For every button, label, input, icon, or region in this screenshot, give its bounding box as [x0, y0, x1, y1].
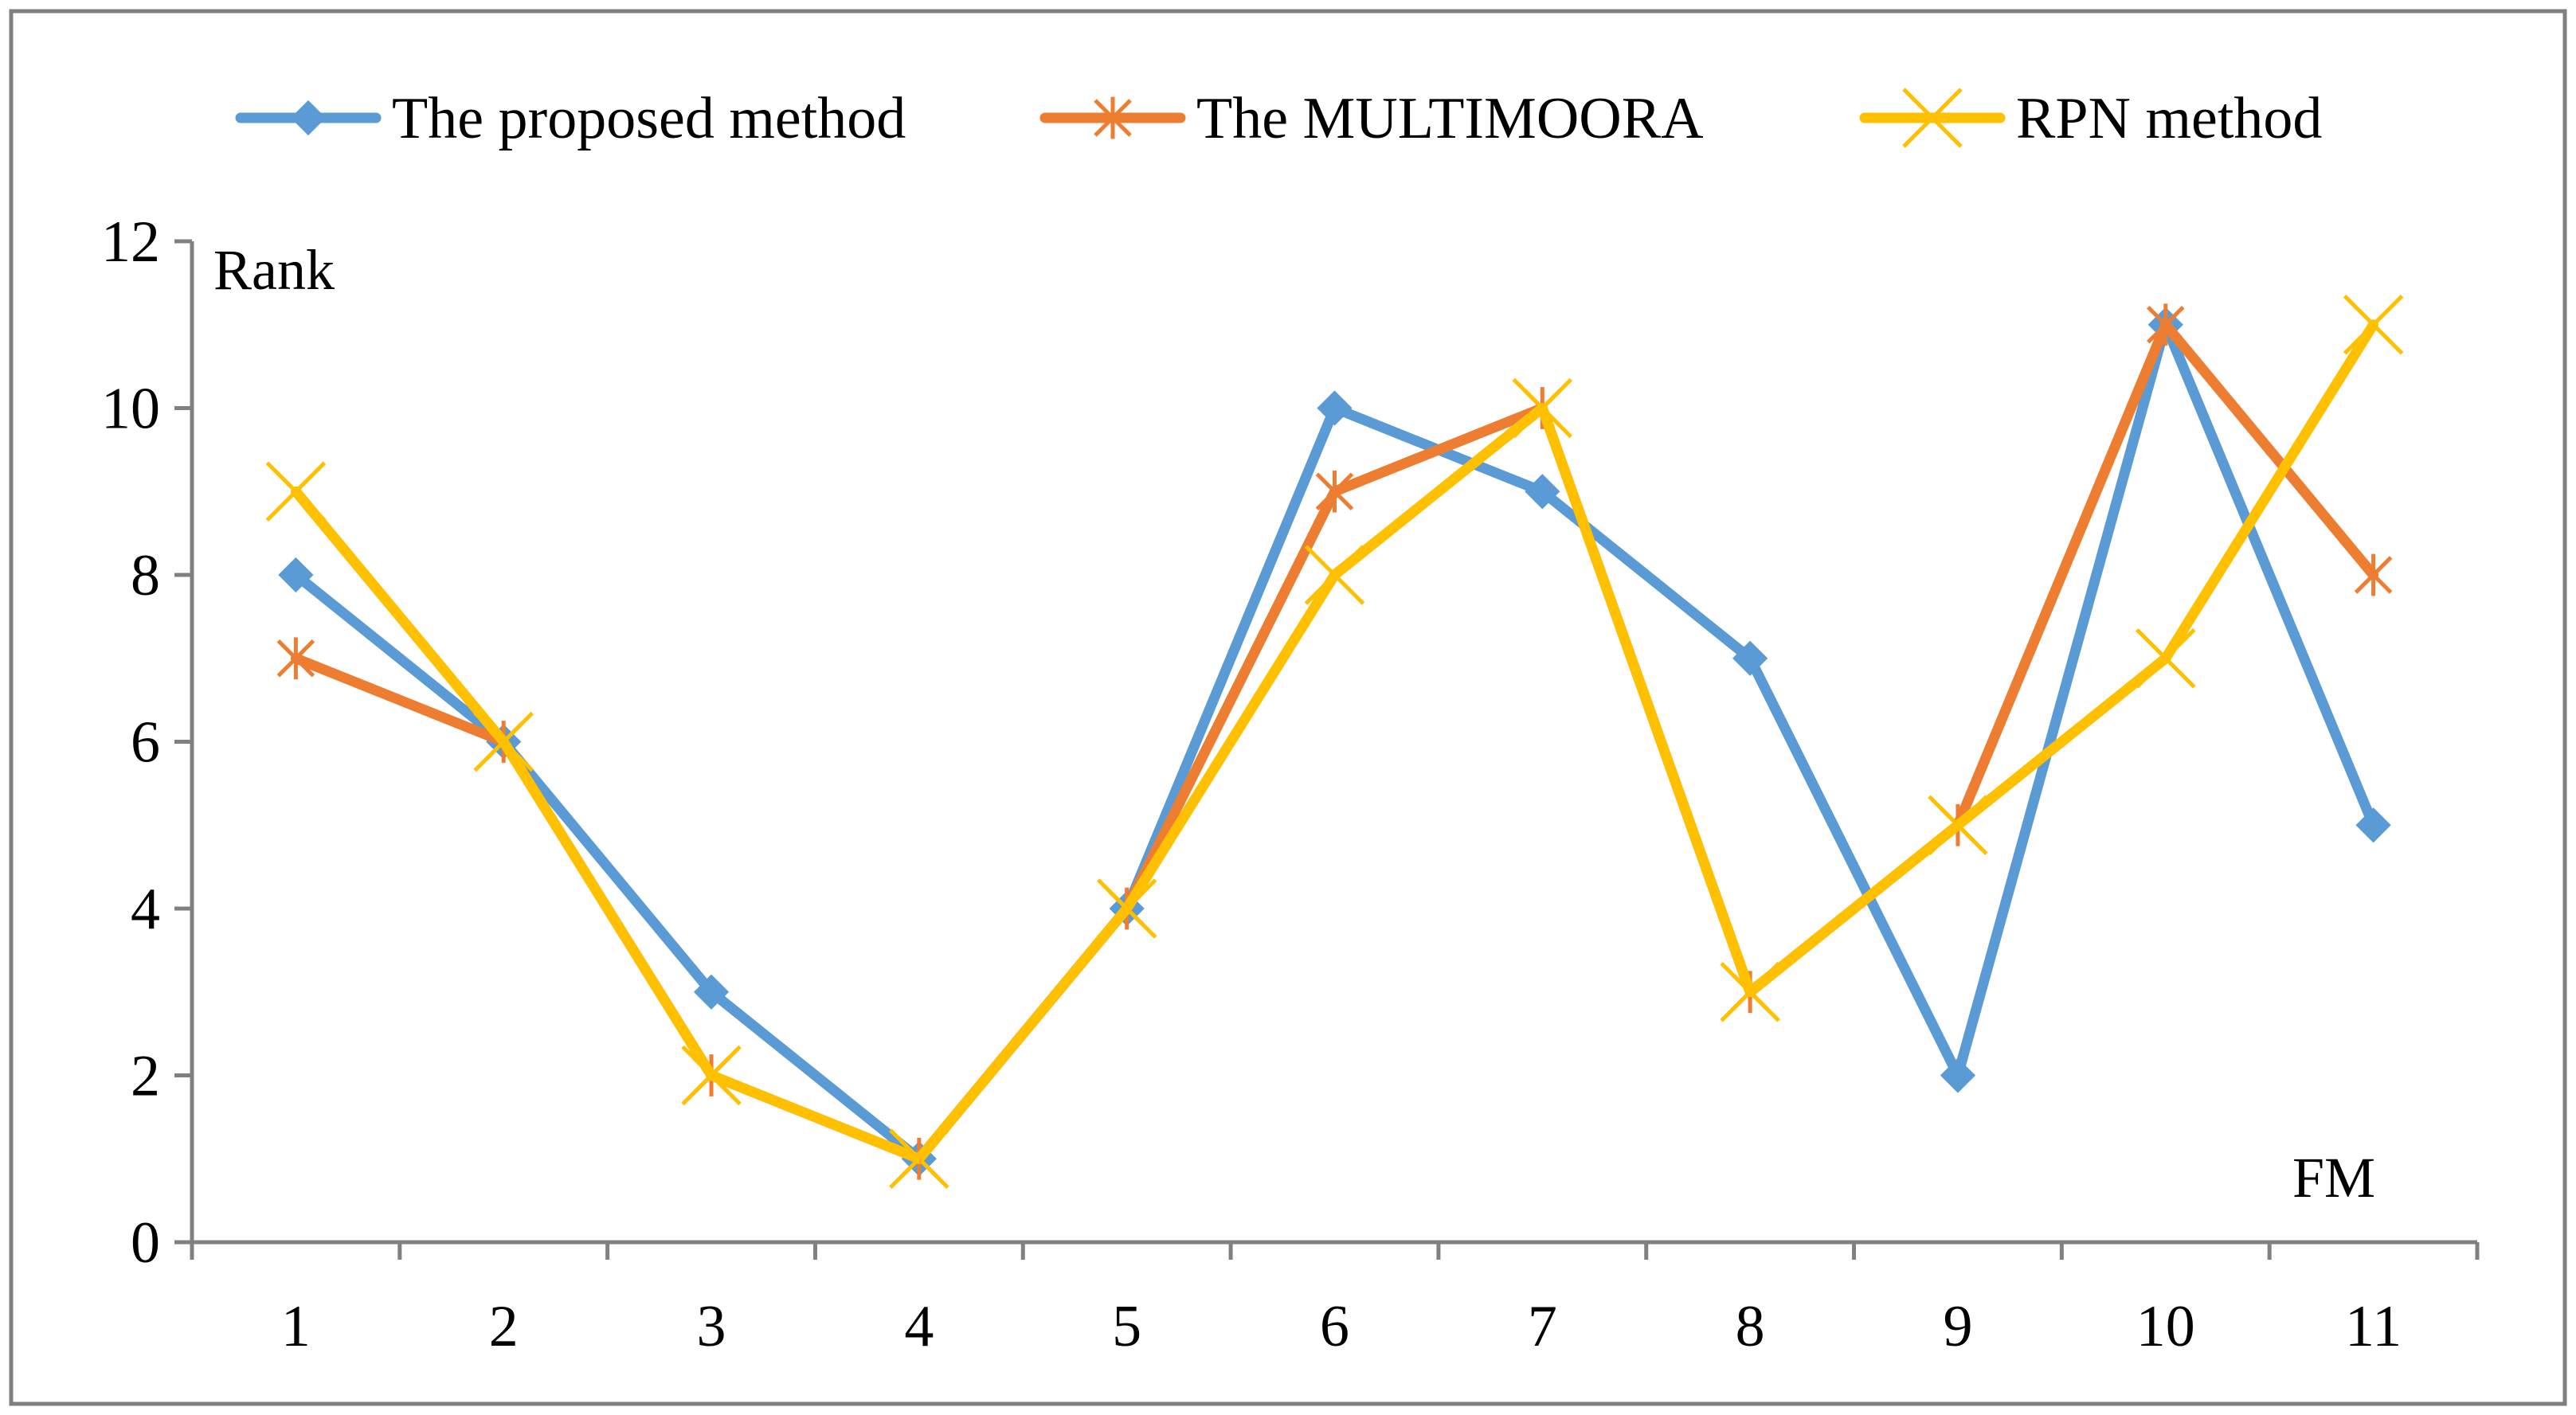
data-point-diamond — [1940, 1057, 1976, 1093]
data-point-x — [889, 1128, 949, 1190]
data-point-x — [2136, 627, 2196, 689]
y-tick-label: 8 — [131, 543, 160, 608]
data-point-diamond — [1317, 390, 1353, 426]
x-tick-label: 10 — [2136, 1294, 2195, 1359]
legend-entry-2: The MULTIMOORA — [1039, 86, 1704, 151]
data-point-diamond — [290, 100, 327, 136]
x-axis-ticks: 1 2 3 4 5 6 7 8 9 10 11 — [190, 1242, 2480, 1359]
data-point-x — [1720, 961, 1780, 1022]
data-point-asterisk — [1315, 470, 1354, 513]
data-point-x — [473, 711, 534, 772]
data-point-diamond — [1525, 474, 1560, 510]
legend: The proposed method The MULTIMOORA RPN met… — [235, 86, 2322, 151]
x-tick-label: 11 — [2345, 1294, 2402, 1359]
x-tick-label: 8 — [1736, 1294, 1765, 1359]
legend-entry-3: RPN method — [1859, 86, 2322, 151]
data-point-x — [1928, 795, 1988, 856]
x-tick-label: 4 — [904, 1294, 934, 1359]
y-tick-label: 2 — [131, 1044, 160, 1109]
data-point-x — [2343, 294, 2404, 355]
data-point-diamond — [693, 974, 730, 1010]
series-3 — [265, 294, 2404, 1190]
x-tick-label: 9 — [1943, 1294, 1972, 1359]
chart-border — [9, 9, 2567, 1406]
y-tick-label: 0 — [131, 1210, 160, 1276]
x-tick-label: 1 — [281, 1294, 311, 1359]
y-tick-label: 12 — [101, 209, 160, 275]
data-point-x — [1304, 545, 1365, 605]
data-point-x — [681, 1045, 742, 1106]
x-tick-label: 7 — [1528, 1294, 1557, 1359]
y-tick-label: 10 — [101, 377, 160, 442]
legend-label: The proposed method — [392, 86, 906, 151]
data-point-asterisk — [276, 637, 315, 680]
legend-label: RPN method — [2016, 86, 2322, 151]
x-tick-label: 3 — [697, 1294, 726, 1359]
data-point-diamond — [278, 557, 314, 593]
x-tick-label: 2 — [489, 1294, 519, 1359]
data-point-x — [1512, 377, 1573, 439]
data-point-diamond — [1732, 640, 1768, 676]
y-tick-label: 4 — [131, 877, 160, 942]
y-tick-label: 6 — [131, 710, 160, 776]
data-point-asterisk — [1094, 96, 1132, 139]
data-point-asterisk — [2354, 553, 2393, 596]
legend-entry-1: The proposed method — [235, 86, 906, 151]
legend-label: The MULTIMOORA — [1196, 86, 1704, 151]
data-point-diamond — [2355, 807, 2391, 843]
data-point-x — [265, 461, 327, 522]
y-axis-ticks: 0 2 4 6 8 10 12 — [101, 209, 192, 1276]
y-axis-title: Rank — [213, 238, 335, 302]
x-tick-label: 6 — [1320, 1294, 1349, 1359]
x-axis-title: FM — [2292, 1146, 2375, 1210]
data-point-x — [1902, 88, 1963, 148]
data-point-x — [1096, 878, 1157, 939]
data-point-asterisk — [2147, 303, 2185, 346]
series-layer — [265, 294, 2404, 1190]
x-tick-label: 5 — [1112, 1294, 1141, 1359]
